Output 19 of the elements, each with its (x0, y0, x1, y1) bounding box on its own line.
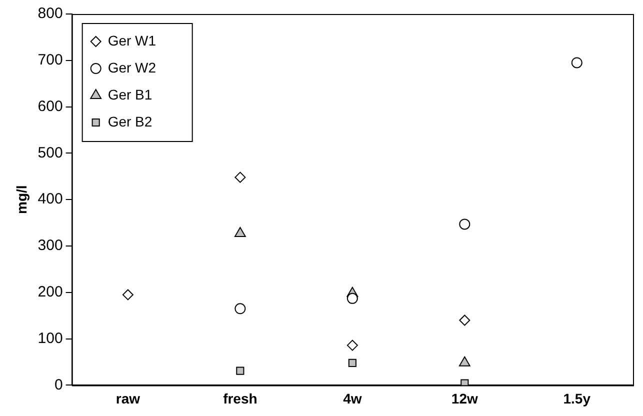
legend-label: Ger B2 (108, 113, 152, 130)
y-tick-label: 300 (38, 237, 63, 254)
x-tick-label: 1.5y (563, 390, 591, 406)
x-tick-label: raw (116, 390, 140, 406)
x-tick-label: 4w (343, 390, 362, 406)
y-tick-label: 0 (54, 376, 63, 394)
y-tick-label: 700 (38, 52, 63, 69)
y-tick-label: 600 (38, 98, 63, 115)
legend-label: Ger W1 (108, 32, 156, 48)
x-tick-label: 12w (451, 390, 478, 406)
y-tick-label: 400 (38, 190, 63, 208)
x-tick-label: fresh (223, 390, 258, 406)
y-tick-label: 200 (38, 284, 63, 301)
legend-label: Ger B1 (108, 86, 152, 102)
y-tick-label: 100 (38, 330, 63, 347)
legend-label: Ger W2 (108, 59, 156, 76)
y-tick-label: 800 (38, 5, 63, 22)
y-axis-title: mg/l (13, 185, 30, 214)
y-tick-label: 500 (38, 144, 63, 162)
